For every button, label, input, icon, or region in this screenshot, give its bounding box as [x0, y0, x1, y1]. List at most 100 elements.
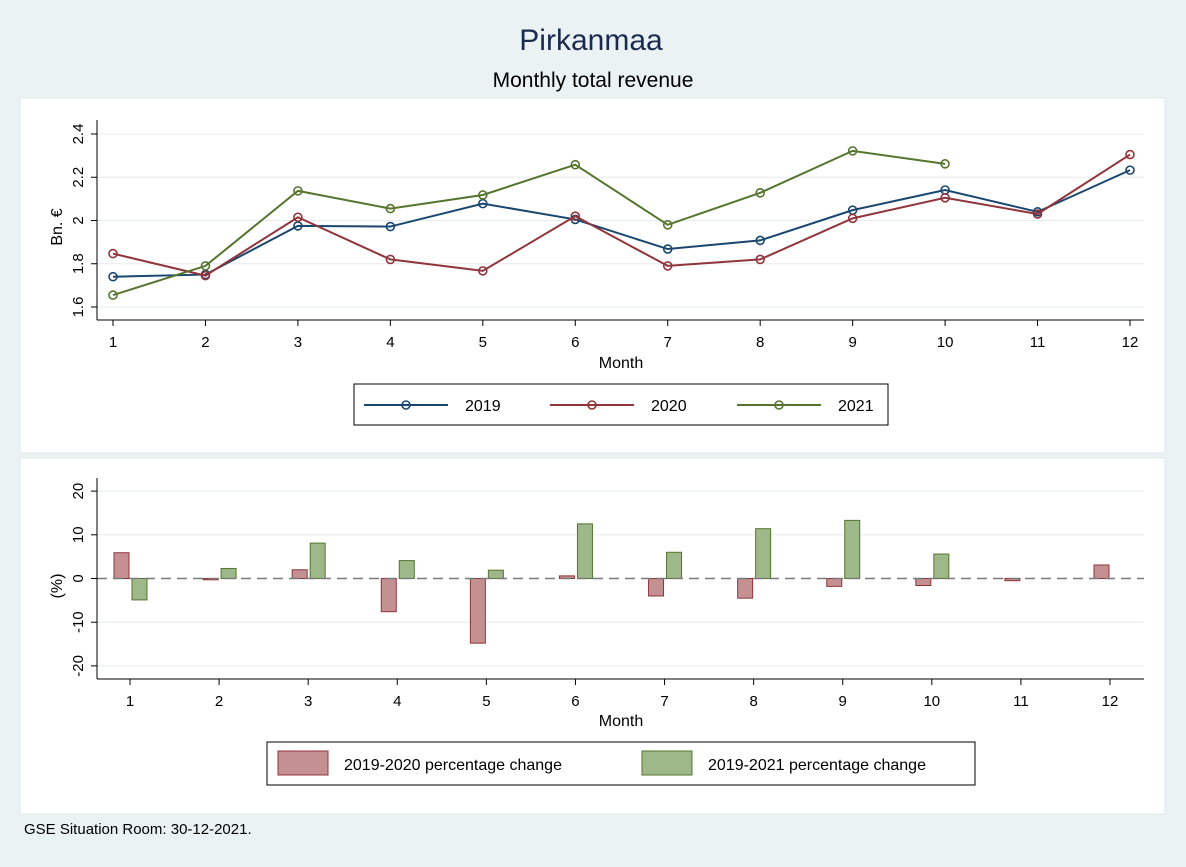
y-tick-label: 2.2	[70, 167, 87, 188]
bar-chart-gridlines	[97, 490, 1144, 667]
data-point-2021	[200, 261, 211, 271]
bar-2019-2021	[487, 569, 504, 579]
x-tick-label: 12	[1102, 693, 1119, 710]
line-chart-series	[108, 146, 1135, 300]
data-point-2020	[847, 213, 858, 224]
line-chart-gridlines	[97, 133, 1144, 308]
line-chart-axes: 1.61.822.22.41 2 3 4 5 6 7 8 9 10 11 12	[70, 120, 1144, 351]
x-tick-label: 9	[848, 334, 856, 351]
data-point-2020	[478, 266, 488, 276]
bar-2019-2020	[737, 578, 754, 599]
data-point-2021	[293, 186, 303, 196]
line-chart-x-axis-label: Month	[599, 355, 643, 372]
data-point-2020	[200, 270, 211, 281]
bar-2019-2020	[291, 569, 308, 579]
series-line-2021	[112, 149, 946, 297]
bar-2019-2020	[826, 578, 843, 587]
bar-chart-y-axis-label: (%)	[49, 574, 66, 599]
bar-2019-2020	[915, 578, 932, 586]
bar-2019-2021	[131, 578, 148, 601]
bar-2019-2021	[666, 551, 683, 579]
legend-bar-swatch	[641, 750, 693, 776]
legend-marker	[774, 400, 784, 410]
x-tick-label: 3	[294, 334, 302, 351]
data-point-2021	[108, 290, 118, 300]
data-point-2020	[1125, 149, 1135, 160]
y-tick-label: -20	[70, 655, 87, 677]
legend-marker	[587, 400, 597, 410]
y-tick-label: 20	[70, 483, 87, 500]
x-tick-label: 1	[126, 693, 134, 710]
data-point-2020	[940, 192, 950, 203]
data-point-2020	[385, 254, 396, 265]
legend-bar-swatch	[277, 750, 329, 776]
bar-chart-x-axis-label: Month	[599, 713, 643, 730]
legend-label-2019: 2019	[465, 398, 501, 415]
x-tick-label: 10	[937, 334, 954, 351]
y-tick-label: 2	[70, 216, 87, 224]
data-point-2019	[1125, 165, 1135, 175]
x-tick-label: 6	[571, 693, 579, 710]
data-point-2019	[385, 221, 396, 232]
line-chart-legend: 2019 2020 2021	[353, 383, 889, 426]
bar-2019-2021	[844, 519, 861, 579]
data-point-2020	[293, 212, 303, 223]
x-tick-label: 5	[479, 334, 487, 351]
x-tick-label: 2	[215, 693, 223, 710]
x-tick-label: 8	[756, 334, 764, 351]
x-tick-label: 5	[482, 693, 490, 710]
bar-chart-legend: 2019-2020 percentage change 2019-2021 per…	[266, 741, 976, 786]
data-point-2021	[940, 159, 950, 169]
footnote: GSE Situation Room: 30-12-2021.	[24, 821, 252, 838]
x-tick-label: 8	[749, 693, 757, 710]
bar-2019-2021	[220, 567, 237, 580]
y-tick-label: 0	[70, 574, 87, 582]
bar-2019-2021	[933, 553, 950, 580]
series-line-2020	[112, 153, 1131, 277]
data-point-2020	[570, 211, 581, 221]
x-tick-label: 4	[393, 693, 401, 710]
bar-2019-2020	[648, 578, 665, 597]
x-tick-label: 3	[304, 693, 312, 710]
data-point-2019	[755, 235, 765, 246]
line-chart-y-axis-label: Bn. €	[49, 208, 66, 245]
data-point-2020	[662, 261, 673, 271]
y-tick-label: 1.6	[70, 297, 87, 318]
legend-label-2021: 2021	[838, 398, 874, 415]
bar-2019-2020	[113, 552, 130, 579]
bar-2019-2021	[309, 542, 326, 579]
data-point-2019	[662, 244, 673, 254]
legend-marker	[401, 400, 411, 410]
bar-chart-series	[113, 519, 1110, 644]
data-point-2021	[385, 203, 396, 214]
data-point-2019	[108, 271, 118, 282]
y-tick-label: 2.4	[70, 124, 87, 145]
x-tick-label: 7	[660, 693, 668, 710]
data-point-2020	[1032, 209, 1043, 219]
chart-title: Pirkanmaa	[519, 24, 663, 57]
chart-subtitle: Monthly total revenue	[493, 69, 694, 92]
bar-2019-2020	[1093, 564, 1110, 579]
legend-label-2020: 2020	[651, 398, 687, 415]
y-tick-label: -10	[70, 611, 87, 633]
y-tick-label: 1.8	[70, 253, 87, 274]
data-point-2021	[755, 188, 765, 198]
legend-label: 2019-2020 percentage change	[344, 757, 562, 774]
data-point-2020	[108, 248, 118, 259]
data-point-2021	[570, 159, 581, 170]
data-point-2020	[755, 254, 765, 265]
x-tick-label: 4	[386, 334, 394, 351]
x-tick-label: 11	[1013, 693, 1029, 710]
x-tick-label: 10	[923, 693, 940, 710]
bar-2019-2021	[576, 523, 593, 579]
data-point-2021	[847, 146, 858, 156]
x-tick-label: 1	[109, 334, 117, 351]
bar-2019-2021	[755, 528, 772, 579]
x-tick-label: 12	[1122, 334, 1139, 351]
legend-label: 2019-2021 percentage change	[708, 757, 926, 774]
bar-2019-2020	[380, 578, 397, 613]
x-tick-label: 2	[201, 334, 209, 351]
